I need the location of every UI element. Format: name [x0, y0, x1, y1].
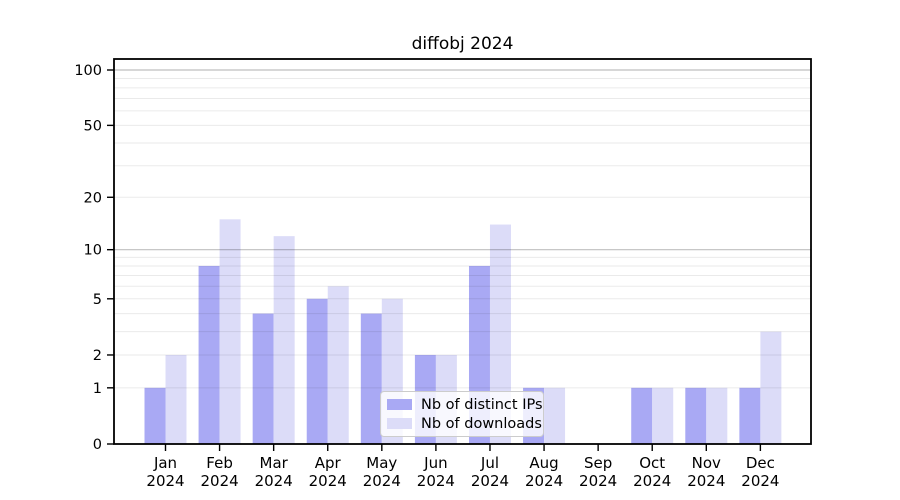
- bar-distinct-ips-jan: [144, 387, 166, 444]
- x-tick-label-month: Mar: [260, 454, 289, 472]
- x-tick-label-year: 2024: [471, 472, 509, 490]
- bar-distinct-ips-mar: [252, 313, 274, 444]
- x-tick-label-month: Nov: [692, 454, 721, 472]
- x-tick-label-month: Dec: [746, 454, 775, 472]
- x-tick-label-year: 2024: [255, 472, 293, 490]
- x-tick-label-year: 2024: [200, 472, 238, 490]
- plot-frame: [113, 58, 812, 445]
- x-tick-label-year: 2024: [741, 472, 779, 490]
- x-tick-label-year: 2024: [633, 472, 671, 490]
- y-tick-label: 5: [93, 292, 102, 308]
- bar-downloads-apr: [327, 286, 349, 444]
- legend-label-distinct-ips: Nb of distinct IPs: [421, 396, 543, 413]
- legend-swatch-downloads: [387, 418, 412, 429]
- legend-label-downloads: Nb of downloads: [421, 415, 542, 432]
- x-tick-label-year: 2024: [309, 472, 347, 490]
- bar-distinct-ips-nov: [685, 387, 707, 444]
- x-tick-label-month: Feb: [206, 454, 233, 472]
- bar-distinct-ips-apr: [306, 298, 328, 444]
- x-tick-label-month: Apr: [315, 454, 342, 472]
- chart-title: diffobj 2024: [411, 34, 514, 54]
- x-tick-label-month: May: [366, 454, 397, 472]
- x-tick-label-month: Jan: [153, 454, 177, 472]
- bar-downloads-feb: [219, 219, 241, 444]
- bar-distinct-ips-dec: [739, 387, 761, 444]
- y-tick-label: 1: [93, 381, 102, 397]
- bar-downloads-oct: [652, 387, 674, 444]
- y-tick-label: 50: [84, 118, 102, 134]
- x-tick-label-month: Jun: [423, 454, 447, 472]
- bar-downloads-aug: [544, 387, 566, 444]
- bar-downloads-dec: [760, 331, 782, 444]
- x-tick-label-month: Jul: [480, 454, 499, 472]
- legend-item-downloads: Nb of downloads: [387, 416, 542, 432]
- x-tick-label-year: 2024: [363, 472, 401, 490]
- legend-swatch-distinct-ips: [387, 399, 412, 410]
- x-tick-label-month: Sep: [584, 454, 612, 472]
- x-tick-label-year: 2024: [417, 472, 455, 490]
- x-tick-label-month: Aug: [529, 454, 558, 472]
- y-tick-label: 10: [84, 243, 102, 259]
- bar-distinct-ips-may: [360, 313, 382, 444]
- legend: Nb of distinct IPs Nb of downloads: [380, 391, 544, 437]
- x-tick-label-year: 2024: [579, 472, 617, 490]
- x-tick-label-month: Oct: [639, 454, 665, 472]
- bar-distinct-ips-oct: [631, 387, 653, 444]
- bar-distinct-ips-feb: [198, 265, 220, 444]
- y-tick-label: 100: [74, 63, 102, 79]
- x-tick-label-year: 2024: [687, 472, 725, 490]
- x-tick-label-year: 2024: [525, 472, 563, 490]
- bar-downloads-mar: [273, 236, 295, 444]
- bar-downloads-jan: [165, 354, 187, 444]
- y-tick-label: 2: [93, 348, 102, 364]
- bar-downloads-nov: [706, 387, 728, 444]
- x-tick-label-year: 2024: [146, 472, 184, 490]
- y-tick-label: 20: [84, 190, 102, 206]
- bar-downloads-jul: [489, 224, 511, 444]
- legend-item-distinct-ips: Nb of distinct IPs: [387, 397, 543, 413]
- y-tick-label: 0: [93, 437, 102, 453]
